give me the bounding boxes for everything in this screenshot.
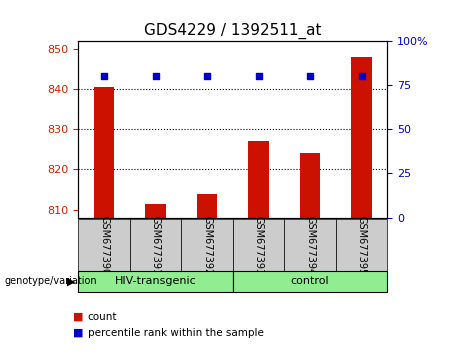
Bar	[284, 219, 336, 271]
Bar	[78, 219, 130, 271]
Text: ■: ■	[73, 328, 83, 338]
Bar	[94, 87, 114, 218]
Text: genotype/variation: genotype/variation	[5, 276, 97, 286]
Bar	[197, 194, 218, 218]
Bar	[130, 219, 181, 271]
Text: GSM677392: GSM677392	[202, 216, 212, 275]
Text: percentile rank within the sample: percentile rank within the sample	[88, 328, 264, 338]
Bar	[336, 219, 387, 271]
Point	[255, 73, 262, 79]
Text: GSM677390: GSM677390	[99, 216, 109, 275]
Text: GSM677393: GSM677393	[254, 216, 264, 275]
Bar	[233, 271, 387, 292]
Point	[152, 73, 160, 79]
Bar	[300, 153, 320, 218]
Bar	[248, 141, 269, 218]
Bar	[78, 271, 233, 292]
Text: GSM677395: GSM677395	[356, 216, 366, 275]
Text: HIV-transgenic: HIV-transgenic	[115, 276, 196, 286]
Title: GDS4229 / 1392511_at: GDS4229 / 1392511_at	[144, 23, 322, 39]
Text: control: control	[291, 276, 329, 286]
Text: ■: ■	[73, 312, 83, 322]
Bar	[351, 57, 372, 218]
Text: ▶: ▶	[67, 276, 76, 286]
Text: GSM677394: GSM677394	[305, 216, 315, 275]
Bar	[233, 219, 284, 271]
Point	[306, 73, 313, 79]
Point	[358, 73, 365, 79]
Point	[203, 73, 211, 79]
Text: GSM677391: GSM677391	[151, 216, 160, 275]
Bar	[145, 204, 166, 218]
Text: count: count	[88, 312, 117, 322]
Point	[100, 73, 108, 79]
Bar	[181, 219, 233, 271]
